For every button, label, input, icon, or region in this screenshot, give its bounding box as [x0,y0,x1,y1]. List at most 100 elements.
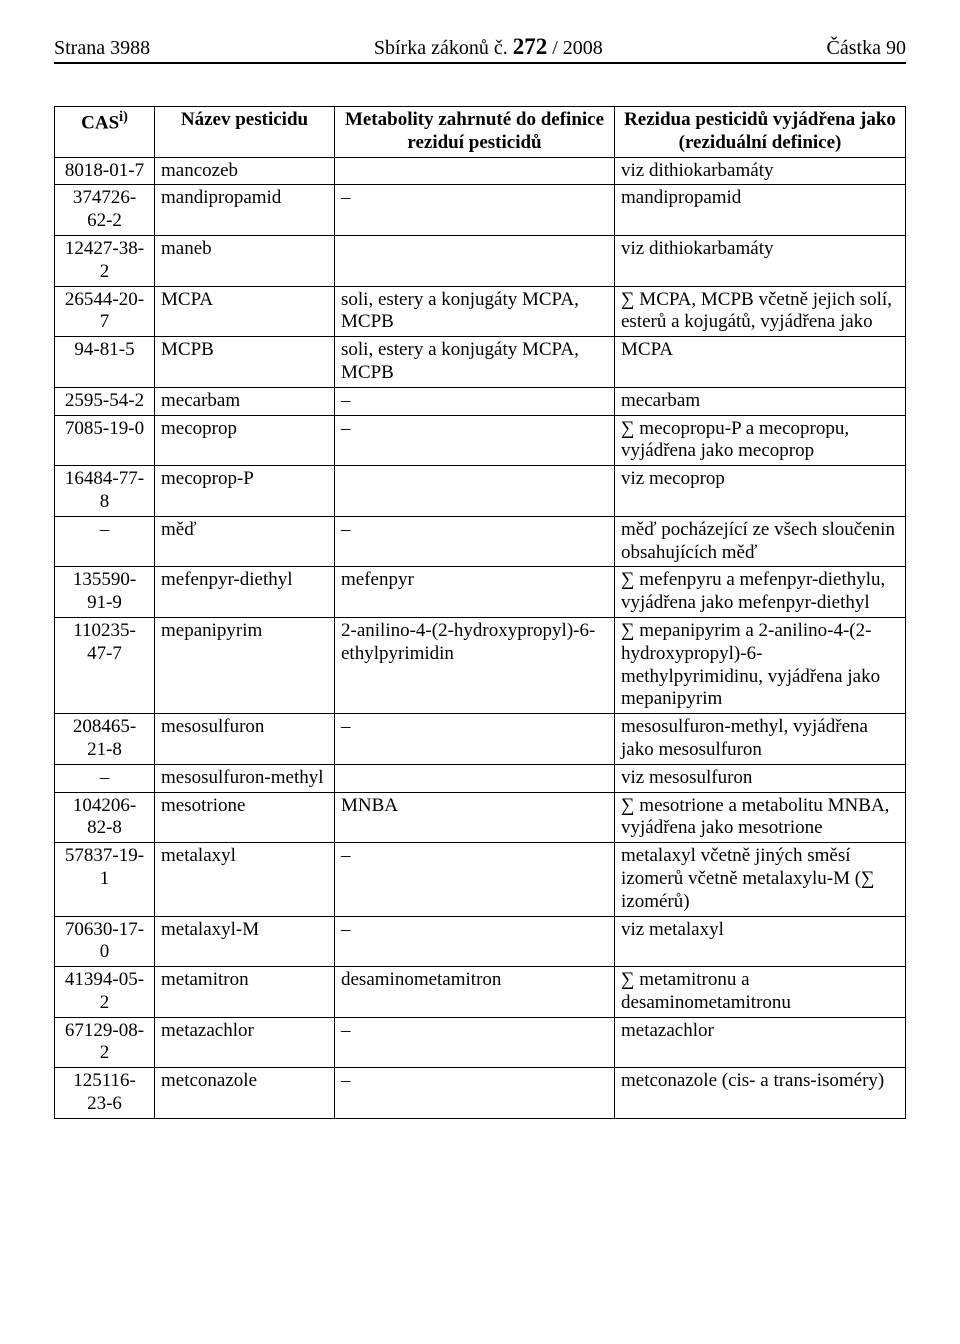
cell-name: mecarbam [155,387,335,415]
pesticide-table: CASi) Název pesticidu Metabolity zahrnut… [54,106,906,1119]
cell-metabolites: – [335,516,615,567]
header-right: Částka 90 [827,37,906,60]
table-row: 208465-21-8mesosulfuron–mesosulfuron-met… [55,714,906,765]
cell-name: mancozeb [155,157,335,185]
cell-name: mesosulfuron-methyl [155,764,335,792]
cell-name: metalaxyl [155,843,335,916]
cell-residues: viz mesosulfuron [615,764,906,792]
cell-residues: MCPA [615,337,906,388]
cell-metabolites: 2-anilino-4-(2-hydroxypropyl)-6-ethylpyr… [335,617,615,713]
cell-name: MCPB [155,337,335,388]
cell-metabolites: – [335,916,615,967]
table-row: 7085-19-0mecoprop–∑ mecopropu-P a mecopr… [55,415,906,466]
cell-name: měď [155,516,335,567]
col-name: Název pesticidu [155,107,335,158]
cell-cas: 70630-17-0 [55,916,155,967]
col-residues: Rezidua pesticidů vyjádřena jako (rezidu… [615,107,906,158]
cell-residues: ∑ mecopropu-P a mecopropu, vyjádřena jak… [615,415,906,466]
cell-name: mandipropamid [155,185,335,236]
cell-cas: – [55,516,155,567]
cell-metabolites: mefenpyr [335,567,615,618]
col-cas-main: CAS [81,112,119,133]
table-row: –mesosulfuron-methyl viz mesosulfuron [55,764,906,792]
col-cas: CASi) [55,107,155,158]
cell-name: metalaxyl-M [155,916,335,967]
cell-metabolites [335,466,615,517]
cell-name: metconazole [155,1068,335,1119]
cell-residues: ∑ mefenpyru a mefenpyr-diethylu, vyjádře… [615,567,906,618]
table-row: –měď–měď pocházející ze všech sloučenin … [55,516,906,567]
cell-cas: 67129-08-2 [55,1017,155,1068]
cell-name: mesosulfuron [155,714,335,765]
journal-label: Sbírka zákonů č. [374,37,513,59]
cell-cas: 110235-47-7 [55,617,155,713]
cell-name: mecoprop [155,415,335,466]
cell-metabolites: – [335,415,615,466]
issue-number: 272 [513,34,548,59]
cell-metabolites: – [335,185,615,236]
table-row: 125116-23-6metconazole–metconazole (cis-… [55,1068,906,1119]
table-row: 94-81-5MCPBsoli, estery a konjugáty MCPA… [55,337,906,388]
table-row: 135590-91-9mefenpyr-diethylmefenpyr∑ mef… [55,567,906,618]
cell-residues: viz mecoprop [615,466,906,517]
cell-cas: 104206-82-8 [55,792,155,843]
table-row: 16484-77-8mecoprop-P viz mecoprop [55,466,906,517]
cell-metabolites: – [335,1068,615,1119]
table-row: 26544-20-7MCPAsoli, estery a konjugáty M… [55,286,906,337]
cell-name: mecoprop-P [155,466,335,517]
table-row: 2595-54-2mecarbam–mecarbam [55,387,906,415]
header-left: Strana 3988 [54,37,150,60]
cell-name: MCPA [155,286,335,337]
table-row: 57837-19-1metalaxyl–metalaxyl včetně jin… [55,843,906,916]
header-rule [54,62,906,64]
cell-metabolites: – [335,843,615,916]
cell-metabolites: soli, estery a konjugáty MCPA, MCPB [335,337,615,388]
cell-metabolites: – [335,1017,615,1068]
table-row: 110235-47-7mepanipyrim2-anilino-4-(2-hyd… [55,617,906,713]
cell-cas: 16484-77-8 [55,466,155,517]
cell-metabolites: desaminometamitron [335,967,615,1018]
cell-metabolites [335,235,615,286]
cell-cas: 12427-38-2 [55,235,155,286]
col-cas-sup: i) [119,109,128,125]
cell-cas: 7085-19-0 [55,415,155,466]
cell-cas: 135590-91-9 [55,567,155,618]
cell-name: mesotrione [155,792,335,843]
cell-residues: mandipropamid [615,185,906,236]
cell-name: metazachlor [155,1017,335,1068]
cell-residues: viz dithiokarbamáty [615,235,906,286]
cell-cas: 374726-62-2 [55,185,155,236]
cell-cas: 26544-20-7 [55,286,155,337]
cell-metabolites: MNBA [335,792,615,843]
cell-metabolites: soli, estery a konjugáty MCPA, MCPB [335,286,615,337]
cell-cas: 57837-19-1 [55,843,155,916]
cell-cas: – [55,764,155,792]
table-row: 70630-17-0metalaxyl-M–viz metalaxyl [55,916,906,967]
cell-residues: metazachlor [615,1017,906,1068]
page-header: Strana 3988 Sbírka zákonů č. 272 / 2008 … [54,34,906,62]
cell-residues: viz dithiokarbamáty [615,157,906,185]
cell-cas: 125116-23-6 [55,1068,155,1119]
cell-residues: ∑ mesotrione a metabolitu MNBA, vyjádřen… [615,792,906,843]
cell-cas: 8018-01-7 [55,157,155,185]
cell-metabolites [335,764,615,792]
cell-cas: 94-81-5 [55,337,155,388]
table-header-row: CASi) Název pesticidu Metabolity zahrnut… [55,107,906,158]
cell-name: mefenpyr-diethyl [155,567,335,618]
cell-residues: mesosulfuron-methyl, vyjádřena jako meso… [615,714,906,765]
table-row: 41394-05-2metamitrondesaminometamitron∑ … [55,967,906,1018]
cell-residues: metalaxyl včetně jiných směsí izomerů vč… [615,843,906,916]
cell-residues: metconazole (cis- a trans-isoméry) [615,1068,906,1119]
table-row: 8018-01-7mancozeb viz dithiokarbamáty [55,157,906,185]
header-center: Sbírka zákonů č. 272 / 2008 [374,34,603,60]
cell-residues: viz metalaxyl [615,916,906,967]
cell-metabolites [335,157,615,185]
cell-residues: mecarbam [615,387,906,415]
cell-residues: měď pocházející ze všech sloučenin obsah… [615,516,906,567]
table-row: 374726-62-2mandipropamid–mandipropamid [55,185,906,236]
cell-residues: ∑ metamitronu a desaminometamitronu [615,967,906,1018]
table-row: 12427-38-2manebviz dithiokarbamáty [55,235,906,286]
cell-cas: 41394-05-2 [55,967,155,1018]
cell-cas: 208465-21-8 [55,714,155,765]
cell-name: metamitron [155,967,335,1018]
